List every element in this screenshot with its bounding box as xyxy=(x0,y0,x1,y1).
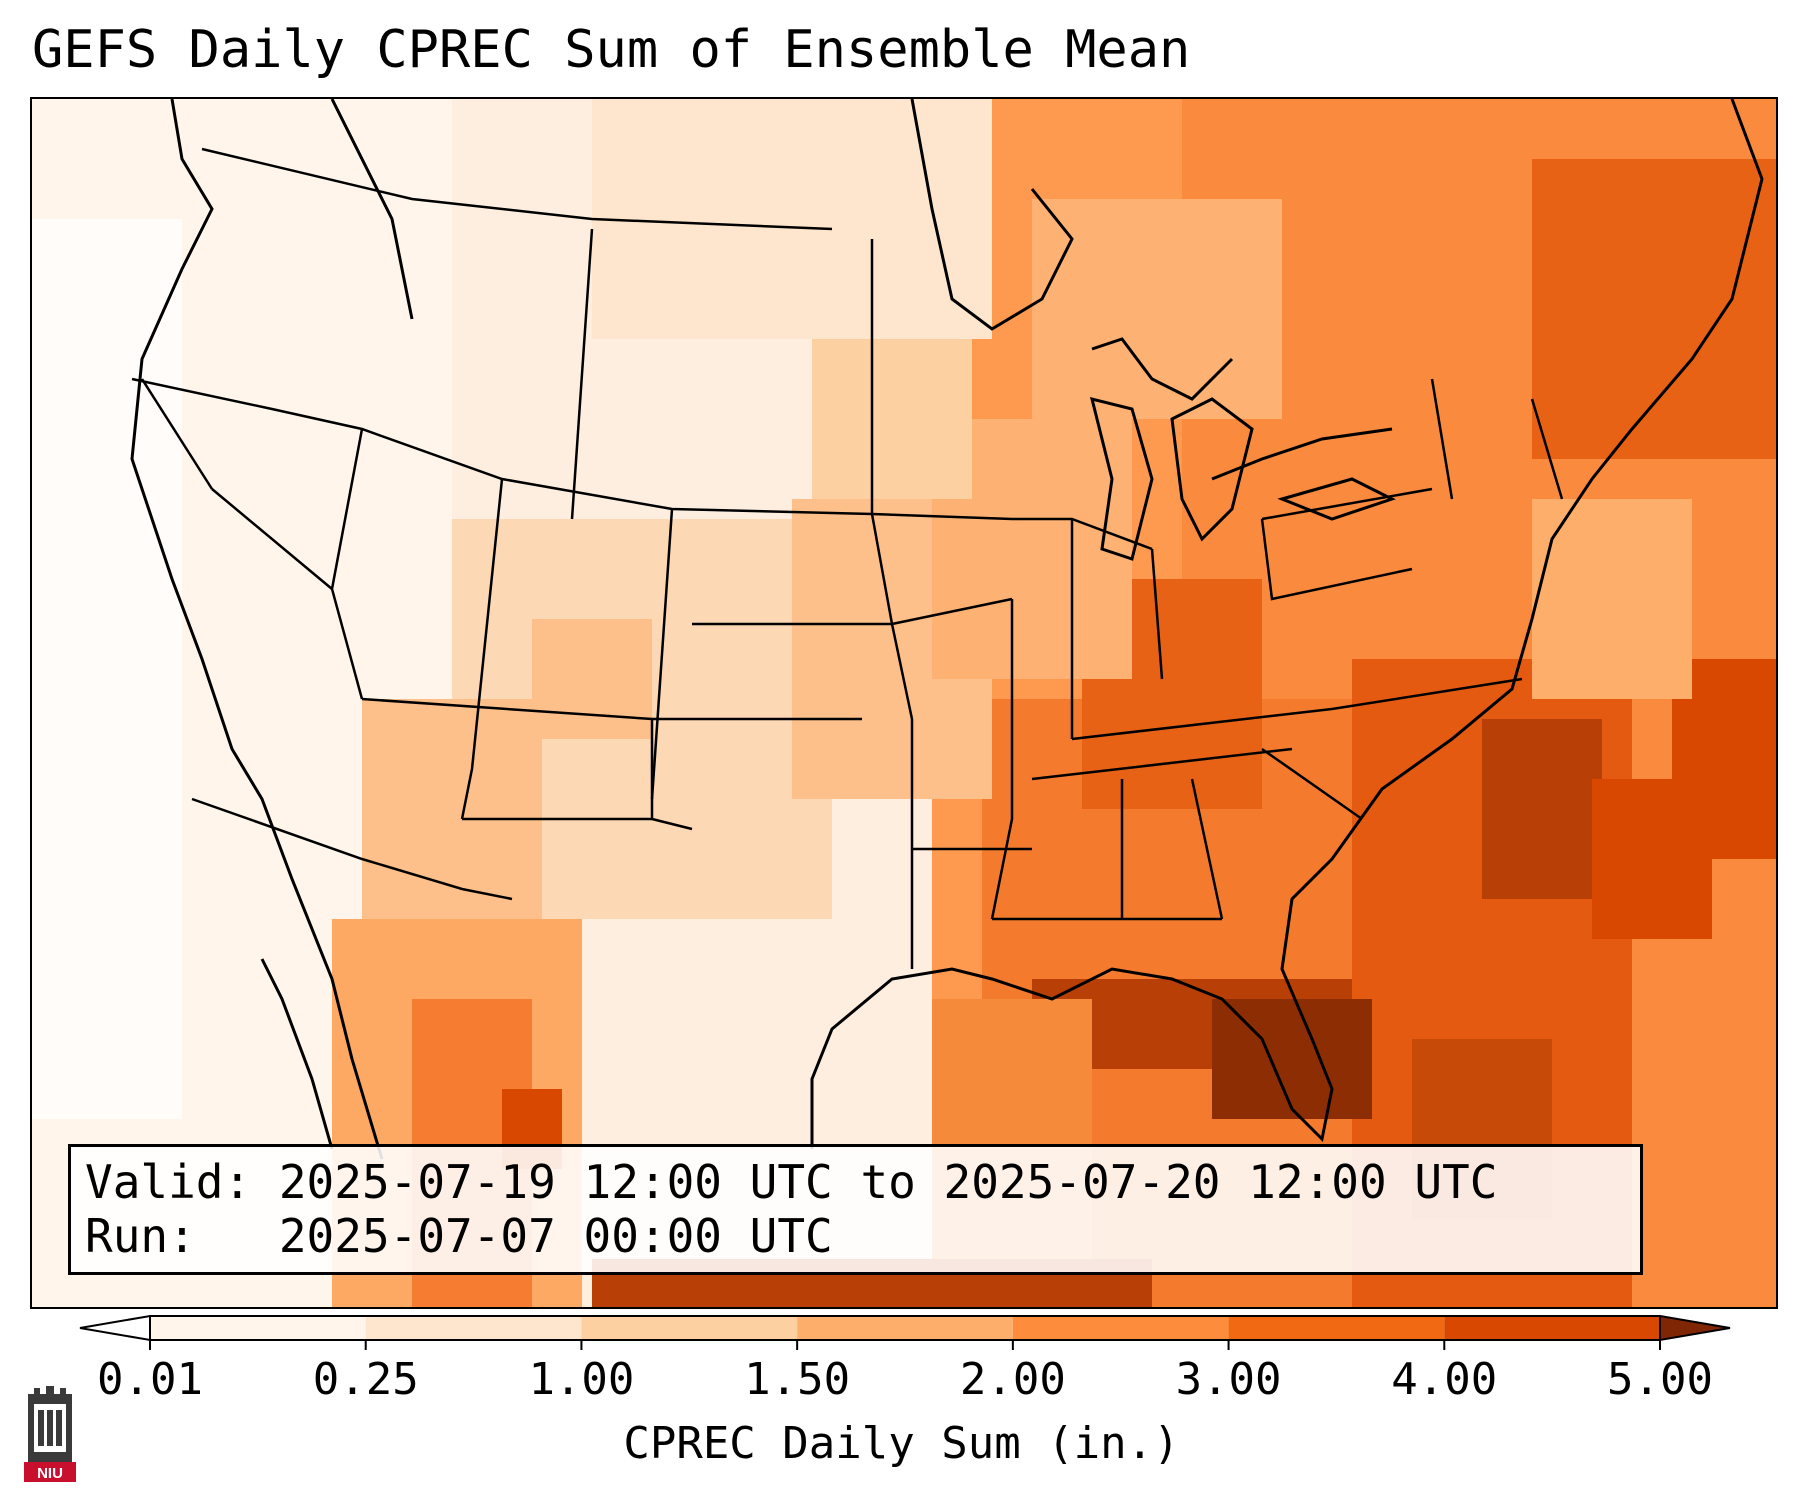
map-panel: Valid: 2025-07-19 12:00 UTC to 2025-07-2… xyxy=(30,97,1778,1309)
colorbar-tick-label: 5.00 xyxy=(1607,1354,1713,1405)
precipitation-map xyxy=(32,99,1776,1307)
run-time-text: Run: 2025-07-07 00:00 UTC xyxy=(85,1209,833,1263)
colorbar-segments xyxy=(79,1314,1731,1350)
colorbar-tick-label: 3.00 xyxy=(1175,1354,1282,1405)
colorbar-tick-label: 2.00 xyxy=(959,1354,1066,1405)
colorbar-tick-label: 0.25 xyxy=(312,1354,419,1405)
state-borders xyxy=(131,147,1564,969)
colorbar-segment xyxy=(365,1316,582,1340)
colorbar-segment xyxy=(797,1316,1013,1340)
great-lakes xyxy=(1089,396,1396,561)
map-title: GEFS Daily CPREC Sum of Ensemble Mean xyxy=(32,20,1191,80)
colorbar-tick-label: 1.00 xyxy=(528,1354,635,1405)
valid-run-info-box: Valid: 2025-07-19 12:00 UTC to 2025-07-2… xyxy=(68,1144,1643,1275)
colorbar-segment xyxy=(1444,1316,1660,1340)
precip-field xyxy=(32,99,1776,1307)
valid-time-text: Valid: 2025-07-19 12:00 UTC to 2025-07-2… xyxy=(85,1155,1498,1209)
colorbar-label: CPREC Daily Sum (in.) xyxy=(623,1418,1180,1469)
colorbar-segment xyxy=(1228,1316,1445,1340)
colorbar-tick-label: 0.01 xyxy=(97,1354,203,1405)
colorbar-outline xyxy=(149,1315,1661,1341)
colorbar-segment xyxy=(1012,1316,1229,1340)
colorbar-segment xyxy=(581,1316,798,1340)
colorbar-tick-label: 4.00 xyxy=(1391,1354,1498,1405)
colorbar-under-triangle xyxy=(79,1314,151,1342)
colorbar xyxy=(79,1314,1731,1350)
niu-logo: NIU xyxy=(20,1384,80,1488)
colorbar-segment xyxy=(150,1316,366,1340)
logo-text: NIU xyxy=(37,1465,63,1482)
coastline-outline xyxy=(130,99,1764,1160)
colorbar-tick-label: 1.50 xyxy=(744,1354,851,1405)
niu-castle-logo-icon: NIU xyxy=(24,1386,76,1482)
colorbar-over-triangle xyxy=(1659,1314,1731,1342)
